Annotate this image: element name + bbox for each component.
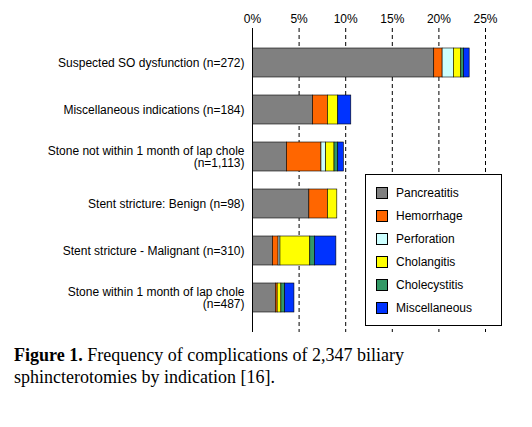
svg-text:Stone within 1 month of lap ch: Stone within 1 month of lap chole(n=487) — [68, 285, 245, 311]
svg-text:20%: 20% — [427, 12, 451, 26]
svg-text:Stent stricture - Malignant (n: Stent stricture - Malignant (n=310) — [63, 244, 245, 258]
svg-text:Stone not within 1 month of la: Stone not within 1 month of lap chole(n=… — [48, 144, 245, 170]
svg-text:Stent stricture: Benign (n=98): Stent stricture: Benign (n=98) — [88, 197, 244, 211]
html-text:Figure 1. Frequency of complic: Figure 1. Frequency of complications of … — [14, 345, 405, 387]
html-text:Perforation: Perforation — [396, 231, 455, 246]
svg-text:0%: 0% — [244, 12, 262, 26]
svg-text:15%: 15% — [380, 12, 404, 26]
html-text:Cholangitis: Cholangitis — [396, 254, 456, 269]
svg-text:Suspected SO dysfunction (n=27: Suspected SO dysfunction (n=272) — [58, 56, 244, 70]
svg-text:10%: 10% — [334, 12, 358, 26]
html-text:Pancreatitis: Pancreatitis — [396, 185, 459, 200]
svg-text:5%: 5% — [290, 12, 308, 26]
html-text:Cholecystitis: Cholecystitis — [396, 277, 464, 292]
svg-text:Miscellaneous indications (n=1: Miscellaneous indications (n=184) — [63, 103, 244, 117]
html-text:Miscellaneous: Miscellaneous — [396, 300, 472, 315]
html-text:Hemorrhage: Hemorrhage — [396, 208, 463, 223]
svg-text:25%: 25% — [473, 12, 497, 26]
